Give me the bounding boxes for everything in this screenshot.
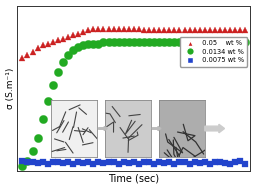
X-axis label: Time (sec): Time (sec) (108, 174, 159, 184)
Y-axis label: σ (S.m⁻¹): σ (S.m⁻¹) (6, 67, 15, 109)
Legend:   0.05    wt %,   0.0134 wt %,   0.0075 wt %: 0.05 wt %, 0.0134 wt %, 0.0075 wt % (180, 37, 247, 67)
